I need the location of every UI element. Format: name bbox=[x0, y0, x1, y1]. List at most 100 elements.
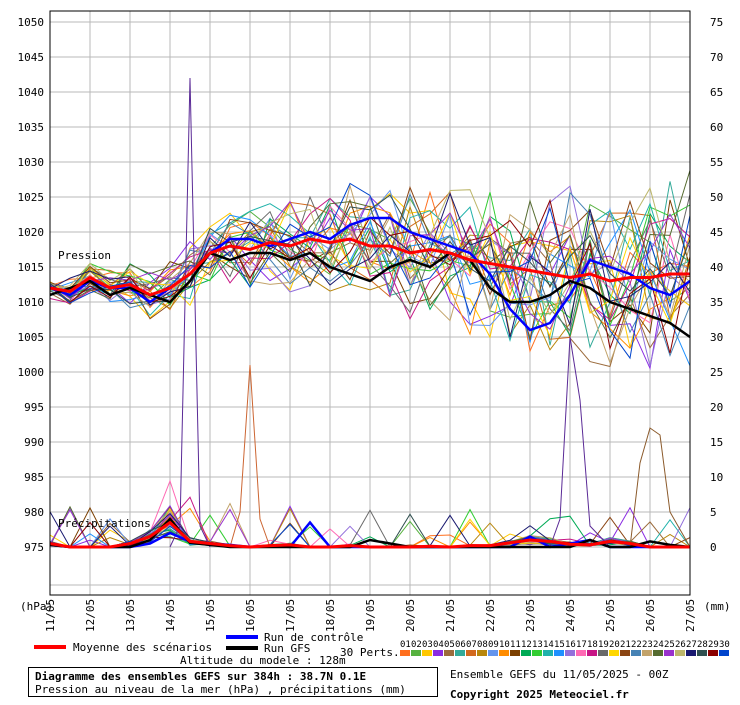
precip-spike-line bbox=[549, 336, 611, 548]
x-tick-label: 11/05 bbox=[44, 599, 57, 632]
chart-title: Diagramme des ensembles GEFS sur 384h : … bbox=[35, 670, 367, 683]
x-tick-label: 12/05 bbox=[84, 599, 97, 632]
left-tick-label: 1030 bbox=[18, 156, 45, 169]
pert-number: 02 bbox=[411, 640, 422, 650]
series-pressure-line bbox=[49, 237, 690, 297]
pert-color-swatch bbox=[708, 650, 718, 656]
legend: Moyenne des scénarios Run de contrôle Ru… bbox=[34, 631, 730, 659]
pert-color-swatch bbox=[444, 650, 454, 656]
pert-number: 30 bbox=[719, 640, 730, 650]
right-tick-label: 5 bbox=[710, 506, 717, 519]
pert-pressure-line bbox=[49, 185, 691, 340]
pert-color-swatch bbox=[521, 650, 531, 656]
legend-mean-label: Moyenne des scénarios bbox=[73, 641, 212, 654]
right-tick-label: 20 bbox=[710, 401, 723, 414]
left-tick-label: 1025 bbox=[18, 191, 45, 204]
pert-number: 24 bbox=[653, 640, 664, 650]
pert-color-swatch bbox=[576, 650, 586, 656]
pert-number: 15 bbox=[554, 640, 565, 650]
pert-number: 13 bbox=[532, 640, 543, 650]
left-tick-label: 1050 bbox=[18, 16, 45, 29]
pert-number: 14 bbox=[543, 640, 554, 650]
legend-control-label: Run de contrôle bbox=[264, 631, 363, 644]
pert-number: 23 bbox=[642, 640, 653, 650]
pert-color-swatch bbox=[499, 650, 509, 656]
x-tick-label: 17/05 bbox=[284, 599, 297, 632]
left-tick-label: 1010 bbox=[18, 296, 45, 309]
pert-number: 27 bbox=[686, 640, 697, 650]
right-tick-label: 75 bbox=[710, 16, 723, 29]
pert-pressure-line bbox=[49, 170, 691, 339]
x-tick-label: 19/05 bbox=[364, 599, 377, 632]
altitude-text: Altitude du modele : 128m bbox=[180, 654, 346, 667]
right-tick-label: 65 bbox=[710, 86, 723, 99]
pert-color-swatch bbox=[466, 650, 476, 656]
precip-spike-line bbox=[169, 77, 211, 548]
pert-color-swatch bbox=[664, 650, 674, 656]
pressure-label: Pression bbox=[58, 249, 111, 262]
main-series-lines bbox=[49, 216, 691, 549]
left-tick-label: 995 bbox=[24, 401, 44, 414]
x-tick-label: 14/05 bbox=[164, 599, 177, 632]
pert-color-swatch bbox=[642, 650, 652, 656]
pert-color-swatch bbox=[554, 650, 564, 656]
pert-color-swatch bbox=[400, 650, 410, 656]
x-tick-label: 15/05 bbox=[204, 599, 217, 632]
pert-number: 25 bbox=[664, 640, 675, 650]
right-axis-unit: (mm) bbox=[704, 600, 731, 613]
x-tick-label: 26/05 bbox=[644, 599, 657, 632]
pert-color-swatch bbox=[620, 650, 630, 656]
left-tick-label: 1035 bbox=[18, 121, 45, 134]
right-tick-label: 70 bbox=[710, 51, 723, 64]
left-tick-label: 1040 bbox=[18, 86, 45, 99]
right-tick-label: 55 bbox=[710, 156, 723, 169]
pert-color-swatch bbox=[686, 650, 696, 656]
pert-pressure-line bbox=[49, 202, 691, 342]
axis-ticks: 1050104510401035103010251020101510101005… bbox=[18, 16, 724, 632]
pert-color-swatch bbox=[433, 650, 443, 656]
x-tick-label: 18/05 bbox=[324, 599, 337, 632]
perturbation-legend: 01 02 03 04 05 06 07 08 09 10 11 12 13 14 15 16 17 18 19 20… bbox=[400, 640, 730, 656]
left-axis-unit: (hPa) bbox=[20, 600, 53, 613]
pert-pressure-line bbox=[49, 212, 691, 368]
ensemble-run: Ensemble GEFS du 11/05/2025 - 00Z bbox=[450, 668, 669, 681]
pert-number: 18 bbox=[587, 640, 598, 650]
pert-color-swatch bbox=[411, 650, 421, 656]
pert-number: 10 bbox=[499, 640, 510, 650]
left-tick-label: 1000 bbox=[18, 366, 45, 379]
pert-color-swatch bbox=[631, 650, 641, 656]
info-box: Diagramme des ensembles GEFS sur 384h : … bbox=[28, 667, 438, 697]
precip-label: Précipitations bbox=[58, 517, 151, 530]
right-tick-label: 40 bbox=[710, 261, 723, 274]
pert-number: 12 bbox=[521, 640, 532, 650]
x-tick-label: 27/05 bbox=[684, 599, 697, 632]
pert-color-swatch bbox=[609, 650, 619, 656]
pert-number: 04 bbox=[433, 640, 444, 650]
pert-number: 22 bbox=[631, 640, 642, 650]
left-tick-label: 990 bbox=[24, 436, 44, 449]
pert-number: 16 bbox=[565, 640, 576, 650]
pert-color-swatch bbox=[653, 650, 663, 656]
pert-pressure-line bbox=[49, 185, 691, 367]
left-tick-label: 1015 bbox=[18, 261, 45, 274]
pert-number: 20 bbox=[609, 640, 620, 650]
left-tick-label: 1005 bbox=[18, 331, 45, 344]
precip-spike-line bbox=[629, 427, 691, 548]
pert-number: 11 bbox=[510, 640, 521, 650]
x-tick-label: 21/05 bbox=[444, 599, 457, 632]
pert-color-swatch bbox=[543, 650, 553, 656]
x-tick-label: 16/05 bbox=[244, 599, 257, 632]
right-tick-label: 35 bbox=[710, 296, 723, 309]
pert-pressure-line bbox=[49, 194, 691, 305]
pert-number: 19 bbox=[598, 640, 609, 650]
info-right: Ensemble GEFS du 11/05/2025 - 00Z Copyri… bbox=[450, 665, 669, 705]
pert-color-swatch bbox=[675, 650, 685, 656]
left-tick-label: 975 bbox=[24, 541, 44, 554]
right-tick-label: 25 bbox=[710, 366, 723, 379]
right-tick-label: 15 bbox=[710, 436, 723, 449]
precip-spike-line bbox=[229, 364, 271, 548]
pert-color-swatch bbox=[697, 650, 707, 656]
pert-number: 05 bbox=[444, 640, 455, 650]
legend-perts-label: 30 Perts. bbox=[340, 646, 400, 659]
pert-number: 28 bbox=[697, 640, 708, 650]
